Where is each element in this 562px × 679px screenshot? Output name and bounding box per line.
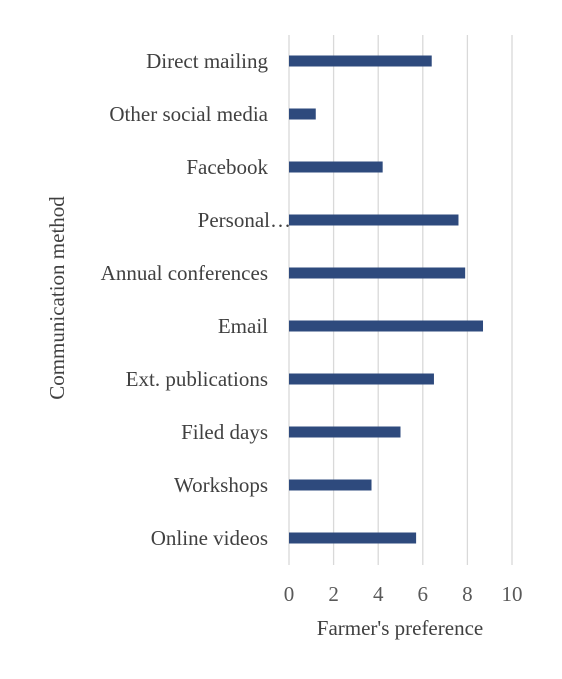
category-label: Annual conferences xyxy=(101,261,268,285)
bar xyxy=(289,320,484,332)
x-tick-label: 0 xyxy=(284,582,295,606)
category-labels: Online videos Workshops Filed days Ext. pub… xyxy=(101,49,291,550)
bar xyxy=(289,532,417,544)
category-label: Other social media xyxy=(109,102,268,126)
bar xyxy=(289,373,434,385)
y-axis-title: Communication method xyxy=(45,196,69,400)
x-tick-labels: 0 2 4 6 8 10 xyxy=(284,582,523,606)
x-tick-label: 6 xyxy=(418,582,429,606)
x-tick-label: 8 xyxy=(462,582,473,606)
category-label: Workshops xyxy=(174,473,268,497)
bar xyxy=(289,426,401,438)
category-label: Email xyxy=(218,314,268,338)
x-tick-label: 2 xyxy=(328,582,339,606)
x-axis-title: Farmer's preference xyxy=(317,616,483,640)
category-label: Ext. publications xyxy=(126,367,268,391)
bar xyxy=(289,214,459,226)
x-tick-label: 4 xyxy=(373,582,384,606)
category-label: Filed days xyxy=(181,420,268,444)
gridlines xyxy=(288,35,513,565)
category-label: Direct mailing xyxy=(146,49,268,73)
bar xyxy=(289,267,466,279)
bars xyxy=(289,55,484,544)
bar xyxy=(289,55,432,67)
x-tick-label: 10 xyxy=(502,582,523,606)
bar xyxy=(289,479,372,491)
category-label: Online videos xyxy=(151,526,268,550)
category-label: Personal… xyxy=(198,208,291,232)
category-label: Facebook xyxy=(186,155,268,179)
bar xyxy=(289,161,383,173)
bar xyxy=(289,108,316,120)
